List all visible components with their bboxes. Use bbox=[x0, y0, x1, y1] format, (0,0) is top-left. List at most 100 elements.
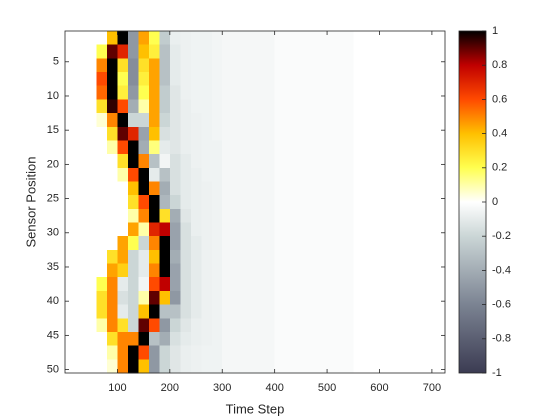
heatmap-cell bbox=[138, 277, 150, 292]
heatmap-cell bbox=[96, 208, 108, 223]
heatmap-cell bbox=[159, 99, 171, 114]
heatmap-cell bbox=[274, 222, 354, 237]
colorbar-tick-label: -0.2 bbox=[492, 230, 511, 242]
heatmap-cell bbox=[353, 222, 446, 237]
y-tick-label: 40 bbox=[47, 295, 59, 307]
heatmap-cell bbox=[201, 140, 213, 155]
heatmap-cell bbox=[65, 85, 76, 100]
heatmap-cell bbox=[201, 222, 213, 237]
heatmap-cell bbox=[211, 181, 223, 196]
heatmap-cell bbox=[148, 208, 160, 223]
heatmap-cell bbox=[190, 236, 202, 251]
heatmap-cell bbox=[96, 236, 108, 251]
heatmap-cell bbox=[274, 359, 354, 374]
heatmap-cell bbox=[65, 99, 76, 114]
heatmap-cell bbox=[190, 263, 202, 278]
heatmap-cell bbox=[201, 318, 213, 333]
heatmap-cell bbox=[85, 85, 97, 100]
heatmap-cell bbox=[85, 304, 97, 319]
heatmap-cell bbox=[211, 331, 223, 347]
heatmap-cell bbox=[65, 359, 76, 374]
heatmap-cell bbox=[85, 44, 97, 59]
heatmap-cell bbox=[85, 290, 97, 305]
heatmap-cell bbox=[274, 331, 354, 347]
heatmap-cell bbox=[148, 99, 160, 114]
heatmap-cell bbox=[75, 304, 87, 319]
heatmap-cell bbox=[65, 195, 76, 210]
heatmap-cell bbox=[169, 195, 181, 210]
heatmap-cell bbox=[96, 331, 108, 347]
heatmap-cell bbox=[274, 167, 354, 182]
heatmap-cell bbox=[211, 208, 223, 223]
heatmap-cell bbox=[353, 304, 446, 319]
heatmap-cell bbox=[148, 181, 160, 196]
heatmap-cell bbox=[353, 236, 446, 251]
heatmap-cell bbox=[117, 359, 129, 374]
heatmap-cell bbox=[159, 290, 171, 305]
colorbar-tick-label: 0.6 bbox=[492, 93, 507, 105]
heatmap-cell bbox=[159, 140, 171, 155]
heatmap-cell bbox=[106, 154, 118, 169]
heatmap-cell bbox=[211, 222, 223, 237]
heatmap-cell bbox=[96, 44, 108, 59]
heatmap-cell bbox=[211, 318, 223, 333]
heatmap-cell bbox=[75, 72, 87, 87]
heatmap-cell bbox=[180, 154, 192, 169]
heatmap-cell bbox=[201, 167, 213, 182]
heatmap-cell bbox=[353, 181, 446, 196]
heatmap-cell bbox=[159, 331, 171, 347]
heatmap-cell bbox=[169, 181, 181, 196]
heatmap-cell bbox=[117, 31, 129, 46]
heatmap-cell bbox=[106, 99, 118, 114]
heatmap-cell bbox=[106, 236, 118, 251]
heatmap-cell bbox=[211, 277, 223, 292]
heatmap-cell bbox=[127, 331, 139, 347]
heatmap-cell bbox=[180, 85, 192, 100]
colorbar-tick-label: -0.6 bbox=[492, 299, 511, 311]
heatmap-cell bbox=[180, 222, 192, 237]
heatmap-cell bbox=[117, 167, 129, 182]
heatmap-cell bbox=[222, 195, 276, 210]
heatmap-cell bbox=[65, 72, 76, 87]
heatmap-cell bbox=[106, 318, 118, 333]
heatmap-cell bbox=[180, 167, 192, 182]
heatmap-cell bbox=[169, 304, 181, 319]
heatmap-cell bbox=[274, 195, 354, 210]
heatmap-cell bbox=[222, 167, 276, 182]
heatmap-cell bbox=[222, 263, 276, 278]
heatmap-cell bbox=[201, 85, 213, 100]
heatmap-cell bbox=[117, 208, 129, 223]
heatmap-cell bbox=[96, 140, 108, 155]
heatmap-cell bbox=[127, 126, 139, 141]
heatmap-cell bbox=[127, 195, 139, 210]
heatmap-cell bbox=[148, 167, 160, 182]
heatmap-cell bbox=[222, 99, 276, 114]
heatmap-cell bbox=[159, 167, 171, 182]
heatmap-cell bbox=[127, 359, 139, 374]
heatmap-cell bbox=[190, 58, 202, 73]
heatmap-cell bbox=[201, 31, 213, 46]
heatmap-cell bbox=[190, 331, 202, 347]
y-tick-label: 5 bbox=[53, 56, 59, 68]
heatmap-cell bbox=[222, 113, 276, 128]
heatmap-cell bbox=[148, 31, 160, 46]
heatmap-cell bbox=[65, 58, 76, 73]
heatmap-cell bbox=[127, 72, 139, 87]
heatmap-cell bbox=[65, 126, 76, 141]
heatmap-cell bbox=[190, 181, 202, 196]
heatmap-cell bbox=[106, 58, 118, 73]
heatmap-cell bbox=[190, 290, 202, 305]
heatmap-cell bbox=[117, 290, 129, 305]
heatmap-cell bbox=[117, 318, 129, 333]
heatmap-cell bbox=[106, 359, 118, 374]
heatmap-cell bbox=[180, 277, 192, 292]
heatmap-cell bbox=[180, 290, 192, 305]
heatmap-cell bbox=[138, 99, 150, 114]
colorbar-tick-label: -1 bbox=[492, 367, 502, 379]
heatmap-cell bbox=[148, 140, 160, 155]
heatmap-cell bbox=[169, 359, 181, 374]
heatmap-cell bbox=[274, 290, 354, 305]
heatmap-cell bbox=[353, 318, 446, 333]
heatmap bbox=[65, 31, 446, 374]
